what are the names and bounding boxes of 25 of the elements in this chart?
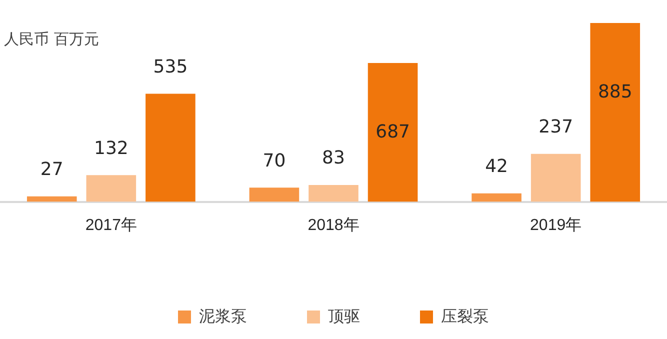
data-label: 83 <box>322 148 345 169</box>
bar <box>530 154 581 202</box>
data-label: 237 <box>538 116 574 138</box>
x-tick-label: 2019年 <box>530 216 582 234</box>
bar <box>86 175 136 202</box>
legend-label: 泥浆泵 <box>199 308 247 326</box>
data-label: 885 <box>598 82 632 103</box>
y-axis-title: 人民币 百万元 <box>4 30 99 49</box>
x-tick-label: 2017年 <box>85 216 137 234</box>
bar <box>308 185 358 202</box>
legend-label: 压裂泵 <box>441 308 489 326</box>
legend-label: 顶驱 <box>328 308 360 326</box>
data-label: 687 <box>376 122 410 143</box>
bar <box>146 94 196 202</box>
data-label: 132 <box>94 138 128 159</box>
data-label: 42 <box>485 156 508 177</box>
data-label: 27 <box>40 159 64 180</box>
bar <box>249 188 300 202</box>
bar <box>26 196 77 202</box>
bar <box>368 63 418 202</box>
bar <box>590 23 640 202</box>
bar <box>472 193 522 202</box>
data-label: 70 <box>262 150 286 172</box>
x-tick-label: 2018年 <box>308 216 360 234</box>
data-label: 535 <box>153 56 188 78</box>
